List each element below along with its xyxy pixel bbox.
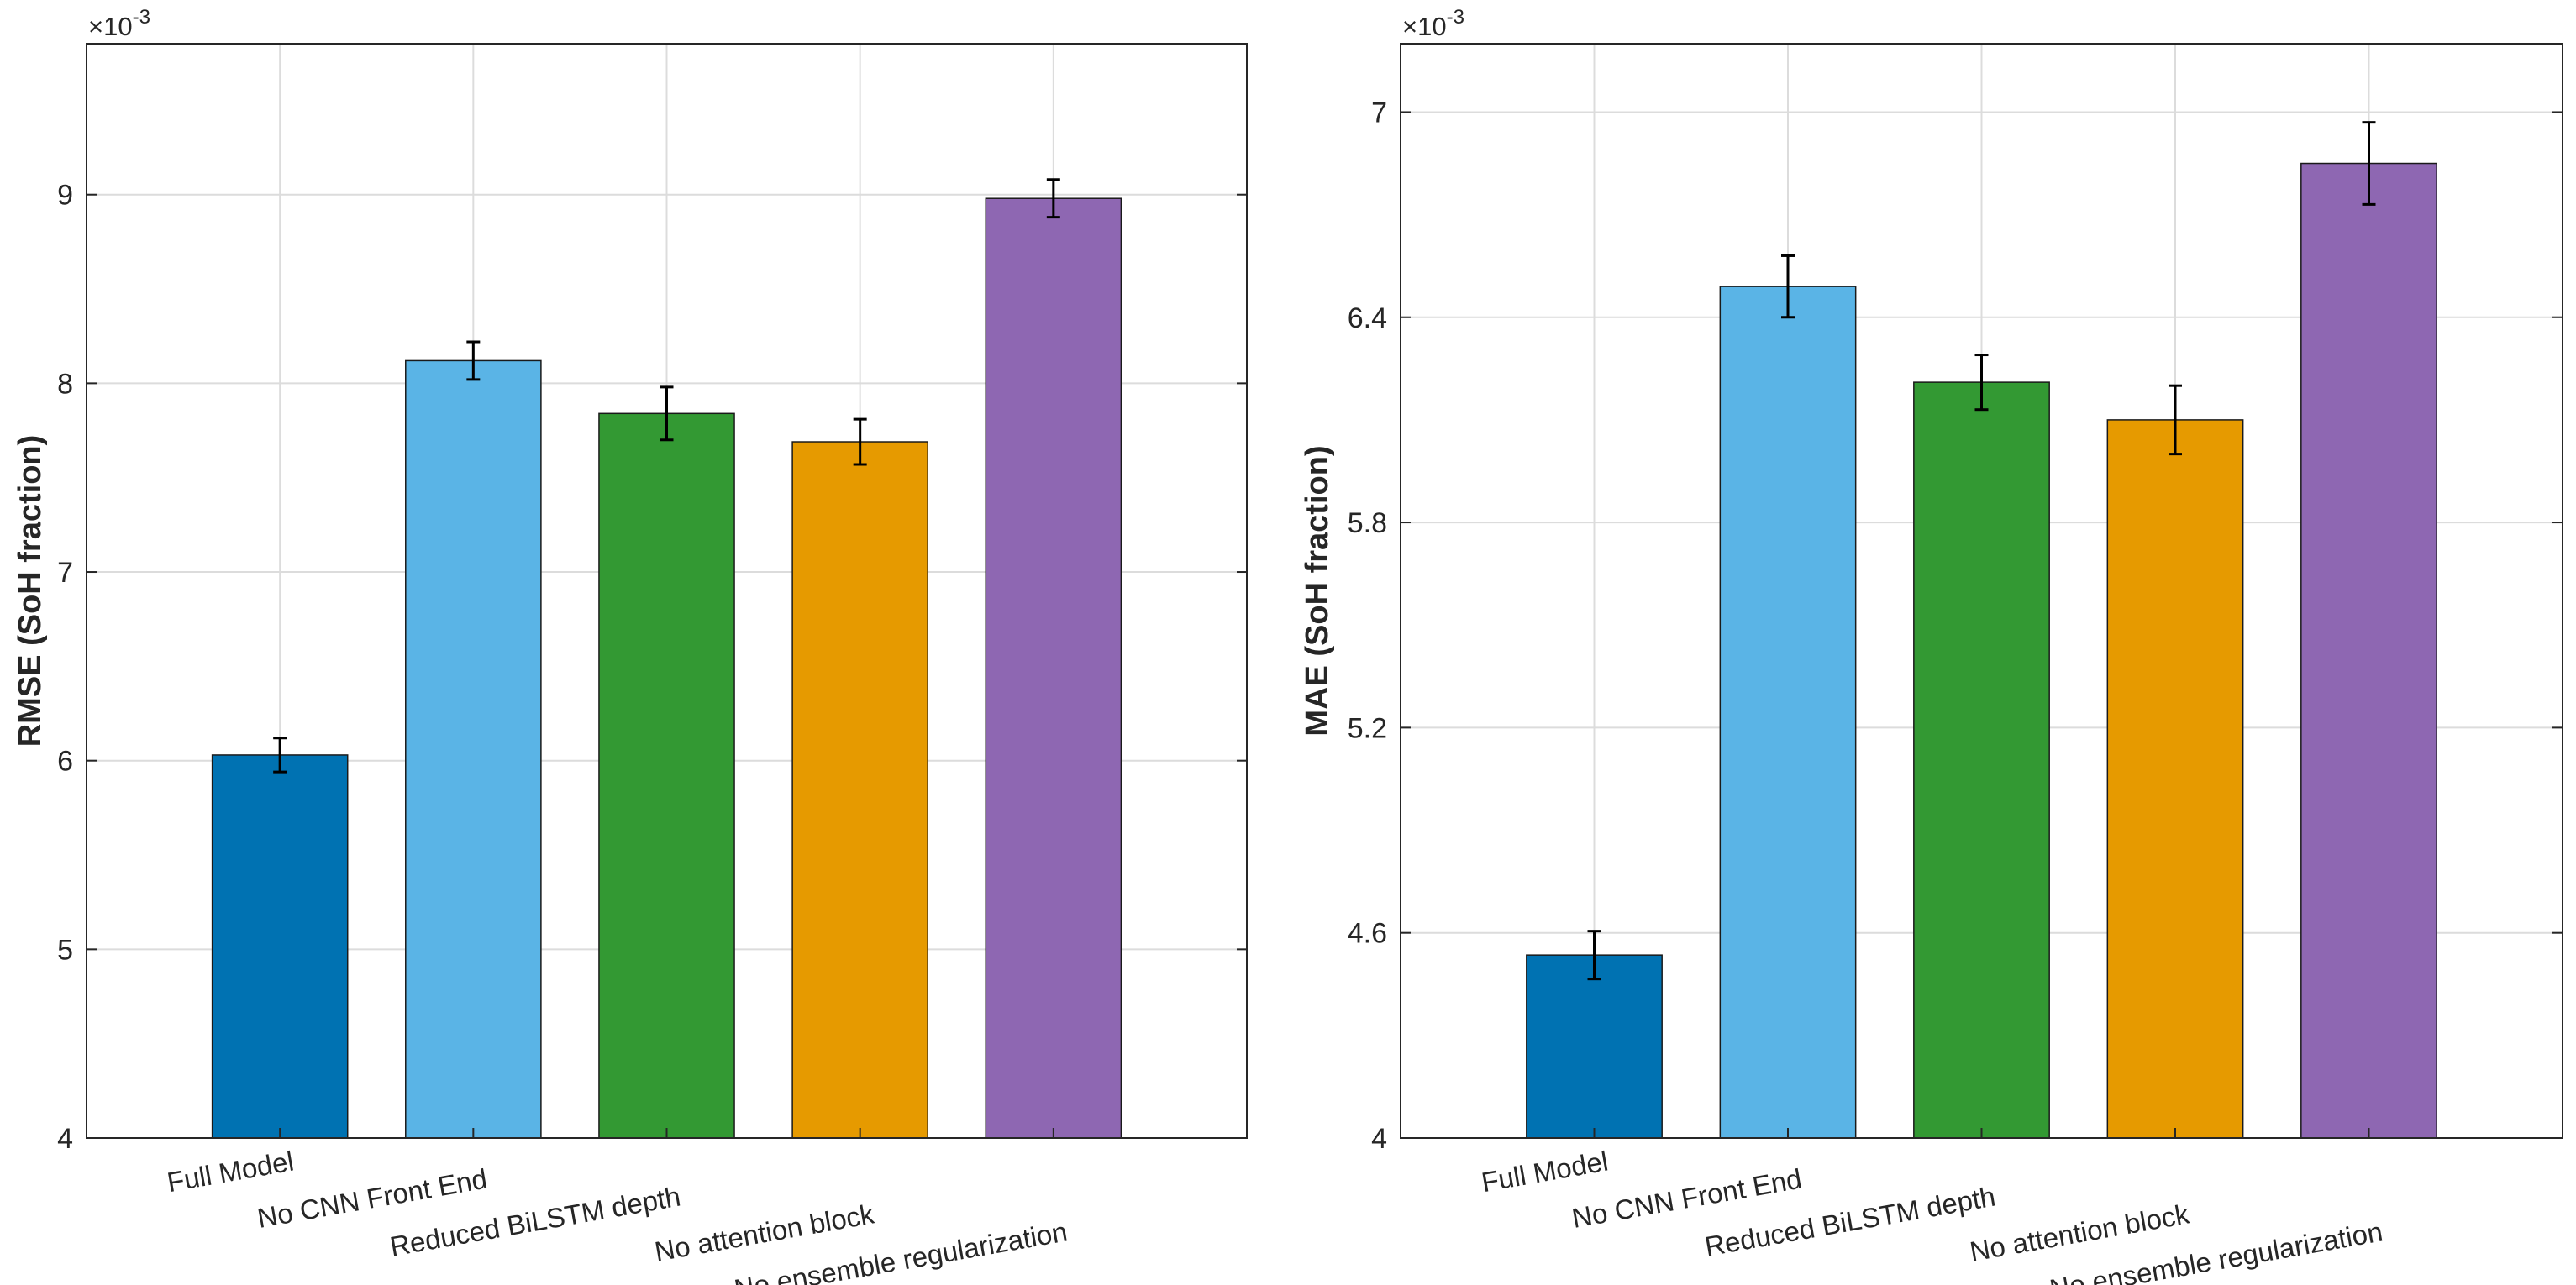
y-axis-label: RMSE (SoH fraction) xyxy=(13,435,48,747)
bar xyxy=(211,754,349,1139)
y-tick-label: 9 xyxy=(57,180,73,212)
y-tick-label: 8 xyxy=(57,368,73,400)
x-tick-label: Full Model xyxy=(165,1145,296,1198)
y-tick-label: 4 xyxy=(57,1123,73,1155)
y-tick-label: 5.2 xyxy=(1348,712,1387,744)
exponent-label: ×10-3 xyxy=(88,6,150,41)
bar xyxy=(1719,286,1857,1139)
bar xyxy=(2300,162,2437,1139)
bar xyxy=(1526,954,1663,1139)
bar xyxy=(791,441,928,1139)
bar xyxy=(405,359,542,1139)
y-tick-label: 4 xyxy=(1371,1123,1387,1155)
y-tick-label: 5 xyxy=(57,934,73,966)
y-tick-label: 7 xyxy=(1371,97,1387,128)
y-tick-label: 7 xyxy=(57,557,73,589)
y-tick-label: 6.4 xyxy=(1348,302,1387,334)
bar xyxy=(1913,381,2050,1139)
y-tick-label: 6 xyxy=(57,746,73,778)
exponent-label: ×10-3 xyxy=(1402,6,1464,41)
x-tick-label: Full Model xyxy=(1479,1145,1610,1198)
bar xyxy=(2106,419,2244,1139)
y-tick-label: 4.6 xyxy=(1348,918,1387,950)
y-tick-label: 5.8 xyxy=(1348,507,1387,539)
bar xyxy=(598,412,735,1139)
y-axis-label: MAE (SoH fraction) xyxy=(1300,445,1335,736)
bar xyxy=(985,197,1122,1139)
